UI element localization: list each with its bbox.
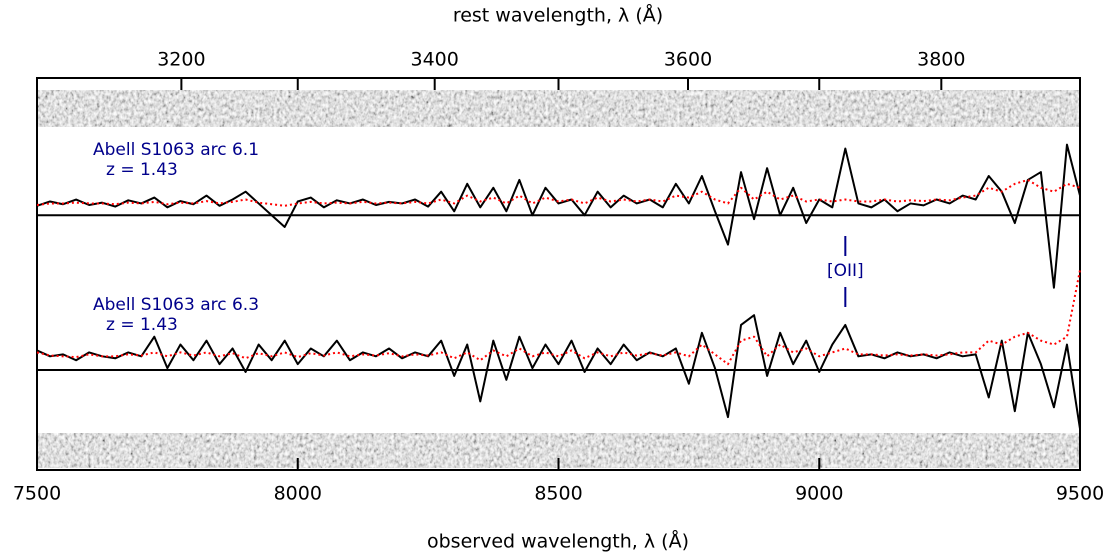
spectrum-redshift: z = 1.43 xyxy=(106,315,178,335)
bottom-axis-label: observed wavelength, λ (Å) xyxy=(427,530,689,553)
spectrum-image-top xyxy=(37,90,1080,127)
top-axis-label: rest wavelength, λ (Å) xyxy=(453,4,663,27)
x2-tick-label: 3200 xyxy=(157,49,205,71)
x-tick-label: 7500 xyxy=(13,483,61,505)
line-marker-label: [OII] xyxy=(827,261,864,281)
spectrum-line xyxy=(36,314,1081,429)
spectrum-line xyxy=(36,178,1081,207)
spectrum-line xyxy=(36,143,1081,289)
x2-tick-label: 3400 xyxy=(411,49,459,71)
x2-tick-label: 3800 xyxy=(917,49,965,71)
spectrum-line xyxy=(36,269,1081,366)
plot-frame xyxy=(36,77,1081,471)
spectrum-title: Abell S1063 arc 6.1 xyxy=(93,140,259,160)
spectrum-redshift: z = 1.43 xyxy=(106,160,178,180)
x2-tick-label: 3600 xyxy=(664,49,712,71)
x-tick-label: 9500 xyxy=(1056,483,1104,505)
x-tick-label: 9000 xyxy=(795,483,843,505)
spectrum-title: Abell S1063 arc 6.3 xyxy=(93,295,259,315)
x-tick-label: 8500 xyxy=(534,483,582,505)
x-tick-label: 8000 xyxy=(274,483,322,505)
